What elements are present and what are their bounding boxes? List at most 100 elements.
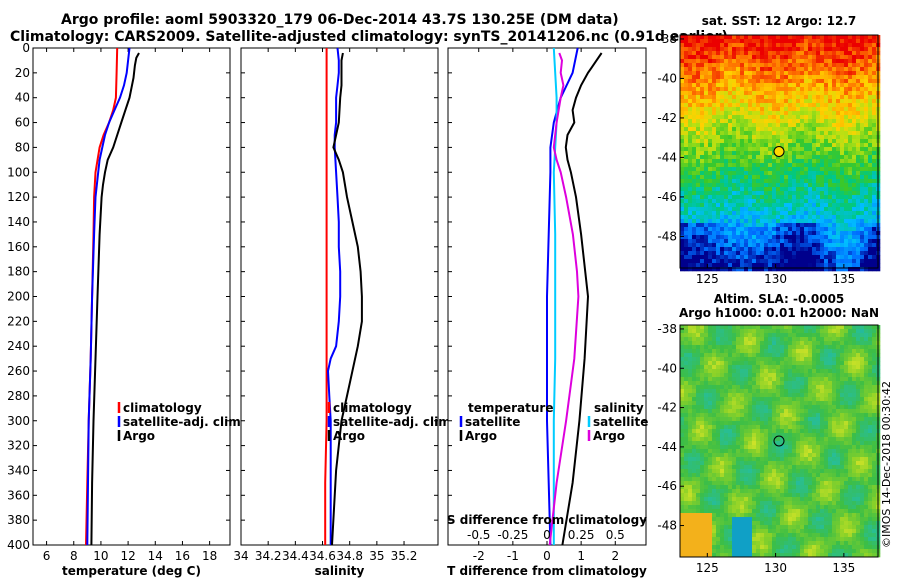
salinity-xtick-label: 34.4 — [282, 549, 309, 563]
sst-map-cell — [732, 231, 737, 236]
sla-map-cell — [812, 405, 817, 410]
sst-map-cell — [712, 39, 717, 44]
sst-map-cell — [852, 187, 857, 192]
sla-map-cell — [828, 445, 833, 450]
sst-map-cell — [808, 239, 813, 244]
sst-map-cell — [824, 107, 829, 112]
sst-map-cell — [764, 39, 769, 44]
sst-map-cell — [856, 147, 861, 152]
sla-map-cell — [852, 461, 857, 466]
sla-map-cell — [804, 349, 809, 354]
sla-map-cell — [748, 373, 753, 378]
sst-map-cell — [800, 267, 805, 272]
sst-map-cell — [792, 267, 797, 272]
sst-map-cell — [836, 211, 841, 216]
sst-map-cell — [728, 155, 733, 160]
sla-map-cell — [788, 357, 793, 362]
sst-map-cell — [872, 91, 877, 96]
sst-map-cell — [712, 143, 717, 148]
sla-map-cell — [760, 381, 765, 386]
sst-map-cell — [740, 103, 745, 108]
sla-map-cell — [744, 401, 749, 406]
sla-map-cell — [832, 377, 837, 382]
sst-map-cell — [736, 199, 741, 204]
sla-map-cell — [812, 397, 817, 402]
sst-map-cell — [864, 255, 869, 260]
sst-map-cell — [792, 239, 797, 244]
sla-map-cell — [796, 353, 801, 358]
sst-map-cell — [748, 35, 753, 40]
sst-map-cell — [756, 135, 761, 140]
sst-map-cell — [756, 199, 761, 204]
sst-map-cell — [716, 171, 721, 176]
sst-map-cell — [688, 227, 693, 232]
sst-map-cell — [872, 199, 877, 204]
sla-map-cell — [684, 449, 689, 454]
sst-map-cell — [840, 99, 845, 104]
sla-map-cell — [804, 453, 809, 458]
sst-map-cell — [688, 247, 693, 252]
sst-map-cell — [824, 39, 829, 44]
sst-map-cell — [792, 171, 797, 176]
sst-map-cell — [804, 39, 809, 44]
sla-map-cell — [820, 385, 825, 390]
sst-map-cell — [828, 123, 833, 128]
sst-map-cell — [820, 215, 825, 220]
sst-map-cell — [852, 131, 857, 136]
sla-map-cell — [828, 449, 833, 454]
sst-map-cell — [852, 95, 857, 100]
sst-map-cell — [764, 83, 769, 88]
sla-map-cell — [852, 353, 857, 358]
sst-map-cell — [736, 43, 741, 48]
sst-map-cell — [832, 143, 837, 148]
sst-map-cell — [872, 231, 877, 236]
sla-map-cell — [868, 385, 873, 390]
sst-map-cell — [776, 247, 781, 252]
sla-map-cell — [736, 373, 741, 378]
sla-map-cell — [760, 405, 765, 410]
sst-map-cell — [820, 239, 825, 244]
sst-map-cell — [696, 231, 701, 236]
sst-map-cell — [860, 107, 865, 112]
sla-map-cell — [744, 425, 749, 430]
sst-map-cell — [708, 195, 713, 200]
sla-map-cell — [688, 429, 693, 434]
sst-map-cell — [860, 215, 865, 220]
sst-map-cell — [704, 247, 709, 252]
sla-map-cell — [684, 329, 689, 334]
sst-map-cell — [708, 71, 713, 76]
sst-map-cell — [828, 251, 833, 256]
sla-map-cell — [708, 337, 713, 342]
sla-map-cell — [728, 345, 733, 350]
temperature-xtick-label: 16 — [175, 549, 190, 563]
sst-map-cell — [840, 163, 845, 168]
sst-map-cell — [836, 207, 841, 212]
sst-map-cell — [748, 131, 753, 136]
sst-map-cell — [864, 263, 869, 268]
sla-map-cell — [772, 361, 777, 366]
sst-map-cell — [740, 155, 745, 160]
sst-map-cell — [688, 267, 693, 272]
sla-map-cell — [872, 445, 877, 450]
sla-map-cell — [832, 349, 837, 354]
sst-map-cell — [796, 35, 801, 40]
sst-map-cell — [836, 47, 841, 52]
sla-map-cell — [700, 437, 705, 442]
sla-map-cell — [872, 329, 877, 334]
sst-map-cell — [716, 71, 721, 76]
sst-map-cell — [752, 247, 757, 252]
sst-map-cell — [844, 127, 849, 132]
sla-map-cell — [704, 461, 709, 466]
sst-map-cell — [680, 199, 685, 204]
sst-map-cell — [844, 187, 849, 192]
sst-map-cell — [792, 227, 797, 232]
sla-map-cell — [704, 449, 709, 454]
sla-map-cell — [688, 385, 693, 390]
sla-map-cell — [700, 449, 705, 454]
sst-map-cell — [716, 143, 721, 148]
sla-map-cell — [828, 353, 833, 358]
sst-map-cell — [828, 83, 833, 88]
temperature-series-satellite_adj — [86, 47, 131, 546]
sst-map-cell — [808, 55, 813, 60]
sst-map-cell — [800, 203, 805, 208]
